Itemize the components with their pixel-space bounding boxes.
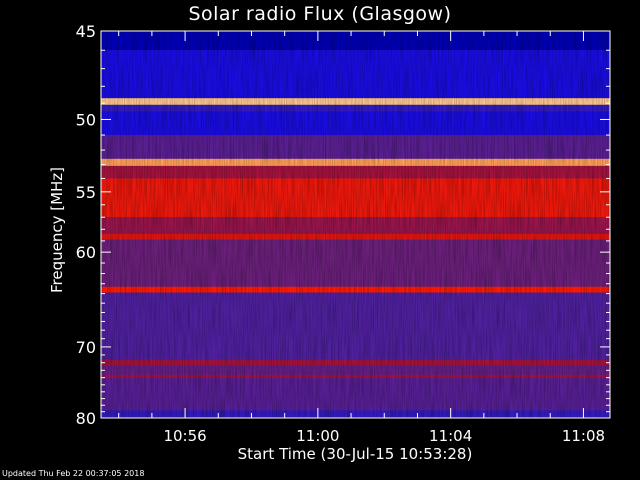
x-tick-label: 11:04 [429,427,472,445]
y-tick-label: 55 [76,183,96,202]
x-axis-label: Start Time (30-Jul-15 10:53:28) [237,445,473,463]
x-tick-label: 10:56 [163,427,206,445]
y-tick-label: 50 [76,110,96,129]
x-tick-label: 11:08 [562,427,605,445]
heatmap-noise-texture [101,31,610,418]
y-tick-label: 60 [76,243,96,262]
chart-title: Solar radio Flux (Glasgow) [188,3,452,25]
plot-axes: 45 50 55 60 70 80 10:56 11:00 11:04 11:08 [76,22,611,445]
y-tick-label: 70 [76,338,96,357]
y-tick-label: 45 [76,22,96,41]
plot-frame [100,30,611,419]
x-tick-label: 11:00 [296,427,339,445]
y-axis-label: Frequency [MHz] [48,166,66,294]
y-tick-label: 80 [76,409,96,428]
updated-timestamp: Updated Thu Feb 22 00:37:05 2018 [2,469,145,478]
